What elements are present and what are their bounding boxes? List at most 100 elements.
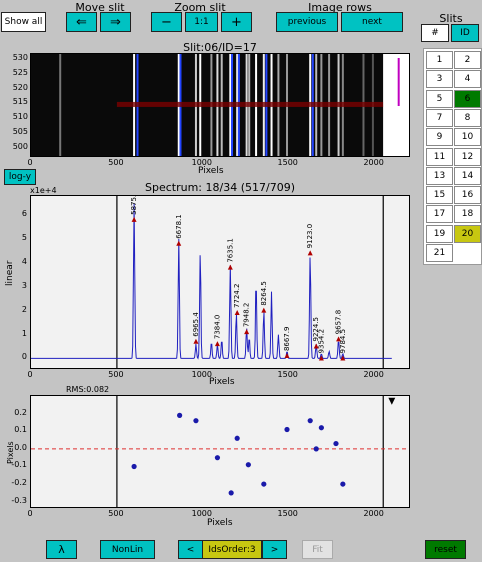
line-label: 9123.0 (306, 224, 314, 249)
slit-cell-11[interactable]: 11 (426, 147, 453, 166)
residual-point (307, 418, 313, 424)
residual-point (214, 455, 221, 461)
residual-point (245, 462, 251, 468)
residuals-x-tick: 1000 (191, 509, 212, 518)
slit-number-header[interactable]: # (421, 24, 449, 42)
slit-cell-2[interactable]: 2 (454, 51, 481, 69)
spectrum-y-tick: 3 (21, 280, 27, 290)
log-y-button[interactable]: log-y (4, 169, 36, 185)
spectrum-x-tick: 500 (108, 370, 124, 379)
residuals-plot[interactable] (30, 395, 410, 508)
line-marker (131, 216, 137, 222)
slit-list: 1 2 3 4 5 6 7 8 9 10 11 12 13 14 15 16 17 18 19 20 21 (423, 48, 482, 265)
image-emission-line (59, 54, 62, 156)
line-label: 6678.1 (175, 214, 183, 239)
nonlin-button[interactable]: NonLin (100, 540, 155, 559)
image-y-tick: 505 (12, 127, 28, 136)
spectrum-y-tick: 1 (21, 328, 27, 338)
slit-cell-19[interactable]: 19 (426, 224, 453, 243)
order-prev-button[interactable]: < (178, 540, 203, 559)
slit-cell-13[interactable]: 13 (426, 166, 453, 185)
slit-cell-5[interactable]: 5 (426, 89, 453, 108)
slit-cell-18[interactable]: 18 (454, 205, 481, 224)
spectrum-x-tick: 2000 (363, 370, 384, 379)
slit-cell-12[interactable]: 12 (454, 147, 481, 166)
spectrum-y-tick: 5 (21, 233, 27, 242)
zoom-out-button[interactable]: − (151, 12, 182, 32)
line-label: 5875.6 (130, 196, 138, 215)
image-y-tick: 525 (12, 67, 28, 77)
spectrum-y-tick: 4 (21, 256, 27, 266)
slit-cell-17[interactable]: 17 (426, 205, 453, 224)
lambda-button[interactable]: λ (46, 540, 77, 559)
spectrum-line (31, 203, 392, 360)
line-marker (336, 336, 342, 342)
move-slit-left-button[interactable]: ⇐ (66, 12, 97, 32)
slit-cell-15[interactable]: 15 (426, 186, 453, 205)
image-rows-label: Image rows (308, 1, 372, 14)
line-label: 7384.0 (213, 315, 221, 340)
image-x-tick: 2000 (363, 158, 384, 167)
spectrum-plot[interactable]: 5875.6 6678.1 6965.4 7384.0 7635.1 7724.2 7948… (30, 195, 410, 369)
residuals-y-label: Pixels (6, 441, 15, 464)
residuals-x-tick: 2000 (363, 509, 384, 518)
slit-cell-20[interactable]: 20 (454, 224, 481, 243)
order-next-button[interactable]: > (262, 540, 287, 559)
residual-point (284, 426, 290, 433)
spectrum-title: Spectrum: 18/34 (517/709) (145, 181, 295, 194)
line-label: 8667.9 (283, 327, 291, 352)
slit-image-plot[interactable] (30, 53, 410, 157)
zoom-reset-button[interactable]: 1:1 (185, 12, 218, 32)
image-x-tick: 1000 (191, 158, 212, 167)
rms-label: RMS:0.082 (66, 385, 110, 394)
slit-cell-4[interactable]: 4 (454, 70, 481, 89)
line-label: 7635.1 (226, 238, 234, 263)
move-slit-right-button[interactable]: ⇒ (100, 12, 131, 32)
residuals-x-tick: 500 (108, 509, 124, 518)
line-marker (318, 355, 324, 361)
slits-label: Slits (439, 12, 463, 25)
line-label: 8264.5 (260, 281, 268, 306)
slit-cell-10[interactable]: 10 (454, 128, 481, 147)
residual-point (333, 440, 339, 447)
zoom-in-button[interactable]: + (221, 12, 252, 32)
spectrum-x-label: Pixels (209, 377, 235, 387)
line-label: 9354.2 (317, 329, 325, 354)
residuals-x-tick: 1500 (277, 509, 298, 518)
slit-cell-7[interactable]: 7 (426, 108, 453, 127)
residuals-marker (388, 397, 396, 405)
slit-cell-3[interactable]: 3 (426, 70, 453, 89)
slit-cell-9[interactable]: 9 (426, 128, 453, 147)
line-label: 6965.4 (192, 312, 200, 337)
line-marker (176, 240, 182, 246)
ids-order-button[interactable]: IdsOrder:3 (202, 540, 262, 559)
slit-cell-6[interactable]: 6 (454, 89, 481, 108)
slit-cell-14[interactable]: 14 (454, 166, 481, 185)
residual-point (193, 418, 199, 424)
line-marker (193, 338, 199, 344)
fit-button[interactable]: Fit (302, 540, 333, 559)
spectrum-scale: x1e+4 (30, 186, 57, 195)
residuals-y-tick: -0.1 (11, 460, 27, 470)
line-marker (313, 343, 319, 349)
line-marker (227, 264, 233, 270)
residual-point (340, 481, 346, 487)
residuals-x-label: Pixels (207, 518, 233, 528)
line-marker (214, 341, 220, 347)
image-x-label: Pixels (198, 166, 224, 176)
slit-cell-1[interactable]: 1 (426, 51, 453, 69)
reset-button[interactable]: reset (425, 540, 466, 559)
residuals-y-tick: 0.2 (14, 407, 27, 417)
residuals-x-tick: 0 (27, 509, 33, 518)
slit-cell-16[interactable]: 16 (454, 186, 481, 205)
residuals-y-tick: -0.2 (11, 478, 27, 488)
spectrum-y-label: linear (5, 260, 15, 286)
slit-cell-8[interactable]: 8 (454, 108, 481, 127)
next-button[interactable]: next (341, 12, 403, 32)
residual-point (131, 463, 137, 470)
slit-cell-21[interactable]: 21 (426, 244, 453, 262)
slit-id-header[interactable]: ID (451, 24, 479, 42)
show-all-button[interactable]: Show all (1, 12, 46, 32)
previous-button[interactable]: previous (276, 12, 338, 32)
image-plot-title: Slit:06/ID=17 (183, 41, 257, 54)
